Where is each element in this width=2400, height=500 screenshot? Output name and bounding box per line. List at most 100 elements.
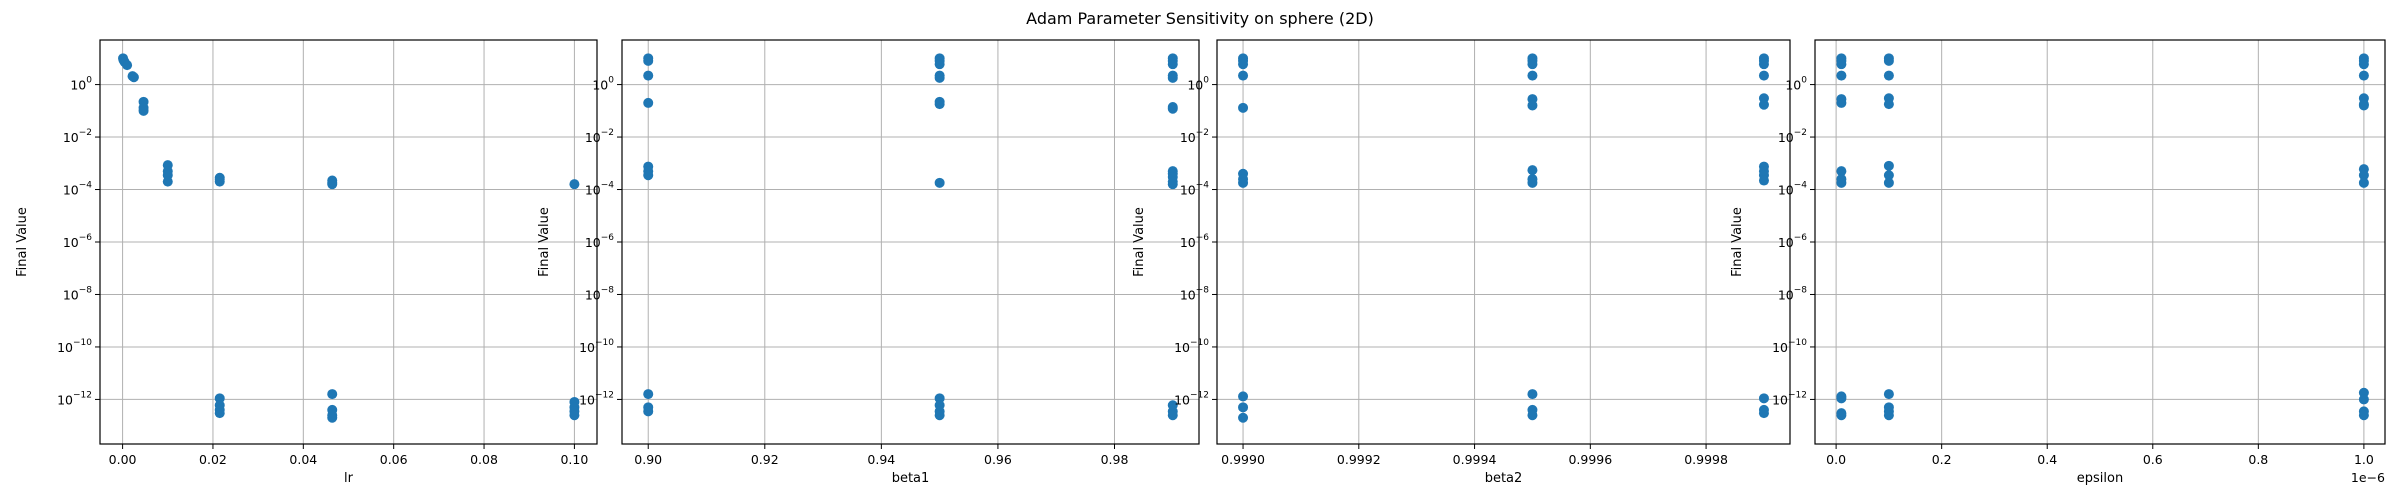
y-tick-label: 10−2 xyxy=(1778,128,1807,145)
x-tick-label: 0.04 xyxy=(289,452,317,467)
data-point xyxy=(327,389,338,400)
y-tick-label: 100 xyxy=(592,76,614,93)
data-point xyxy=(128,72,139,83)
x-tick-label: 0.9992 xyxy=(1337,452,1381,467)
data-point xyxy=(2358,410,2369,421)
y-tick-label: 10−10 xyxy=(579,338,614,355)
data-point xyxy=(1527,410,1538,421)
y-axis-label: Final Value xyxy=(537,207,552,277)
data-point xyxy=(1836,410,1847,421)
y-axis-label: Final Value xyxy=(1132,207,1147,277)
x-tick-label: 0.90 xyxy=(634,452,662,467)
data-point xyxy=(122,60,133,71)
data-point xyxy=(1836,166,1847,177)
data-point xyxy=(214,393,225,404)
data-point xyxy=(643,389,654,400)
y-tick-label: 10−6 xyxy=(1778,233,1807,250)
y-tick-label: 10−4 xyxy=(585,181,614,198)
y-tick-label: 10−6 xyxy=(63,233,92,250)
y-axis-label: Final Value xyxy=(1730,207,1745,277)
y-tick-label: 10−12 xyxy=(1772,390,1807,407)
data-point xyxy=(1527,100,1538,111)
y-tick-label: 10−10 xyxy=(1772,338,1807,355)
data-point xyxy=(1527,59,1538,70)
data-point xyxy=(934,410,945,421)
y-tick-label: 10−12 xyxy=(57,390,92,407)
data-point xyxy=(1883,99,1894,110)
y-tick-label: 10−2 xyxy=(63,128,92,145)
data-point xyxy=(2358,177,2369,188)
data-point xyxy=(1167,72,1178,83)
x-tick-label: 0.94 xyxy=(867,452,895,467)
data-point xyxy=(1527,177,1538,188)
x-tick-label: 0.8 xyxy=(2248,452,2268,467)
y-tick-label: 10−2 xyxy=(1180,128,1209,145)
data-point xyxy=(1238,70,1249,81)
y-tick-label: 10−12 xyxy=(1174,390,1209,407)
data-point xyxy=(1836,393,1847,404)
data-point xyxy=(2358,59,2369,70)
data-point xyxy=(138,105,149,116)
subplot-1: 0.00 0.02 0.04 0.06 0.08 0.10 10−12 10−10 10−8 10… xyxy=(15,39,598,486)
data-point xyxy=(1836,97,1847,108)
x-tick-label: 0.9996 xyxy=(1568,452,1612,467)
data-point xyxy=(1883,160,1894,171)
y-tick-label: 10−10 xyxy=(57,338,92,355)
data-point xyxy=(643,70,654,81)
data-point xyxy=(643,170,654,181)
x-axis-label: beta1 xyxy=(892,471,930,486)
x-tick-label: 0.06 xyxy=(380,452,408,467)
data-point xyxy=(1758,408,1769,419)
data-point xyxy=(1758,99,1769,110)
y-tick-label: 100 xyxy=(1785,76,1807,93)
data-point xyxy=(1758,393,1769,404)
data-point xyxy=(2358,70,2369,81)
y-tick-label: 10−8 xyxy=(1778,285,1807,302)
data-point xyxy=(934,99,945,110)
x-tick-label: 0.92 xyxy=(751,452,779,467)
data-point xyxy=(1527,70,1538,81)
data-point xyxy=(1238,102,1249,113)
y-tick-label: 10−2 xyxy=(585,128,614,145)
x-tick-label: 0.9990 xyxy=(1221,452,1265,467)
y-tick-label: 10−8 xyxy=(1180,285,1209,302)
y-tick-label: 10−8 xyxy=(585,285,614,302)
x-tick-label: 0.96 xyxy=(984,452,1012,467)
data-point xyxy=(1527,165,1538,176)
subplot-3: 0.9990 0.9992 0.9994 0.9996 0.9998 10−12 10−10… xyxy=(1132,39,1791,486)
figure-title: Adam Parameter Sensitivity on sphere (2D… xyxy=(1026,9,1374,28)
data-point xyxy=(2358,100,2369,111)
x-tick-label: 0.10 xyxy=(560,452,588,467)
data-point xyxy=(2358,170,2369,181)
x-tick-label: 0.00 xyxy=(109,452,137,467)
x-tick-label: 0.4 xyxy=(2037,452,2057,467)
data-point xyxy=(1758,175,1769,186)
data-point xyxy=(1758,70,1769,81)
data-point xyxy=(1167,179,1178,190)
subplot-4: 0.0 0.2 0.4 0.6 0.8 1.0 10−12 10−10 10−8 10−6 10−4… xyxy=(1730,39,2386,486)
y-tick-label: 10−6 xyxy=(1180,233,1209,250)
x-tick-label: 0.0 xyxy=(1826,452,1846,467)
x-axis-label: beta2 xyxy=(1485,471,1523,486)
data-point xyxy=(934,72,945,83)
y-tick-label: 10−4 xyxy=(1778,181,1807,198)
data-point xyxy=(214,176,225,187)
data-point xyxy=(1883,55,1894,66)
data-point xyxy=(1883,70,1894,81)
data-point xyxy=(2358,394,2369,405)
y-tick-label: 100 xyxy=(1187,76,1209,93)
data-point xyxy=(162,176,173,187)
y-tick-label: 10−10 xyxy=(1174,338,1209,355)
data-point xyxy=(1167,59,1178,70)
data-point xyxy=(1238,59,1249,70)
data-point xyxy=(214,408,225,419)
subplot-2: 0.90 0.92 0.94 0.96 0.98 10−12 10−10 10−8 10−6 10… xyxy=(537,39,1200,486)
x-offset-label: 1e−6 xyxy=(2351,470,2385,485)
data-point xyxy=(1883,177,1894,188)
data-point xyxy=(643,55,654,66)
data-point xyxy=(1238,177,1249,188)
y-tick-label: 10−8 xyxy=(63,285,92,302)
data-point xyxy=(327,179,338,190)
